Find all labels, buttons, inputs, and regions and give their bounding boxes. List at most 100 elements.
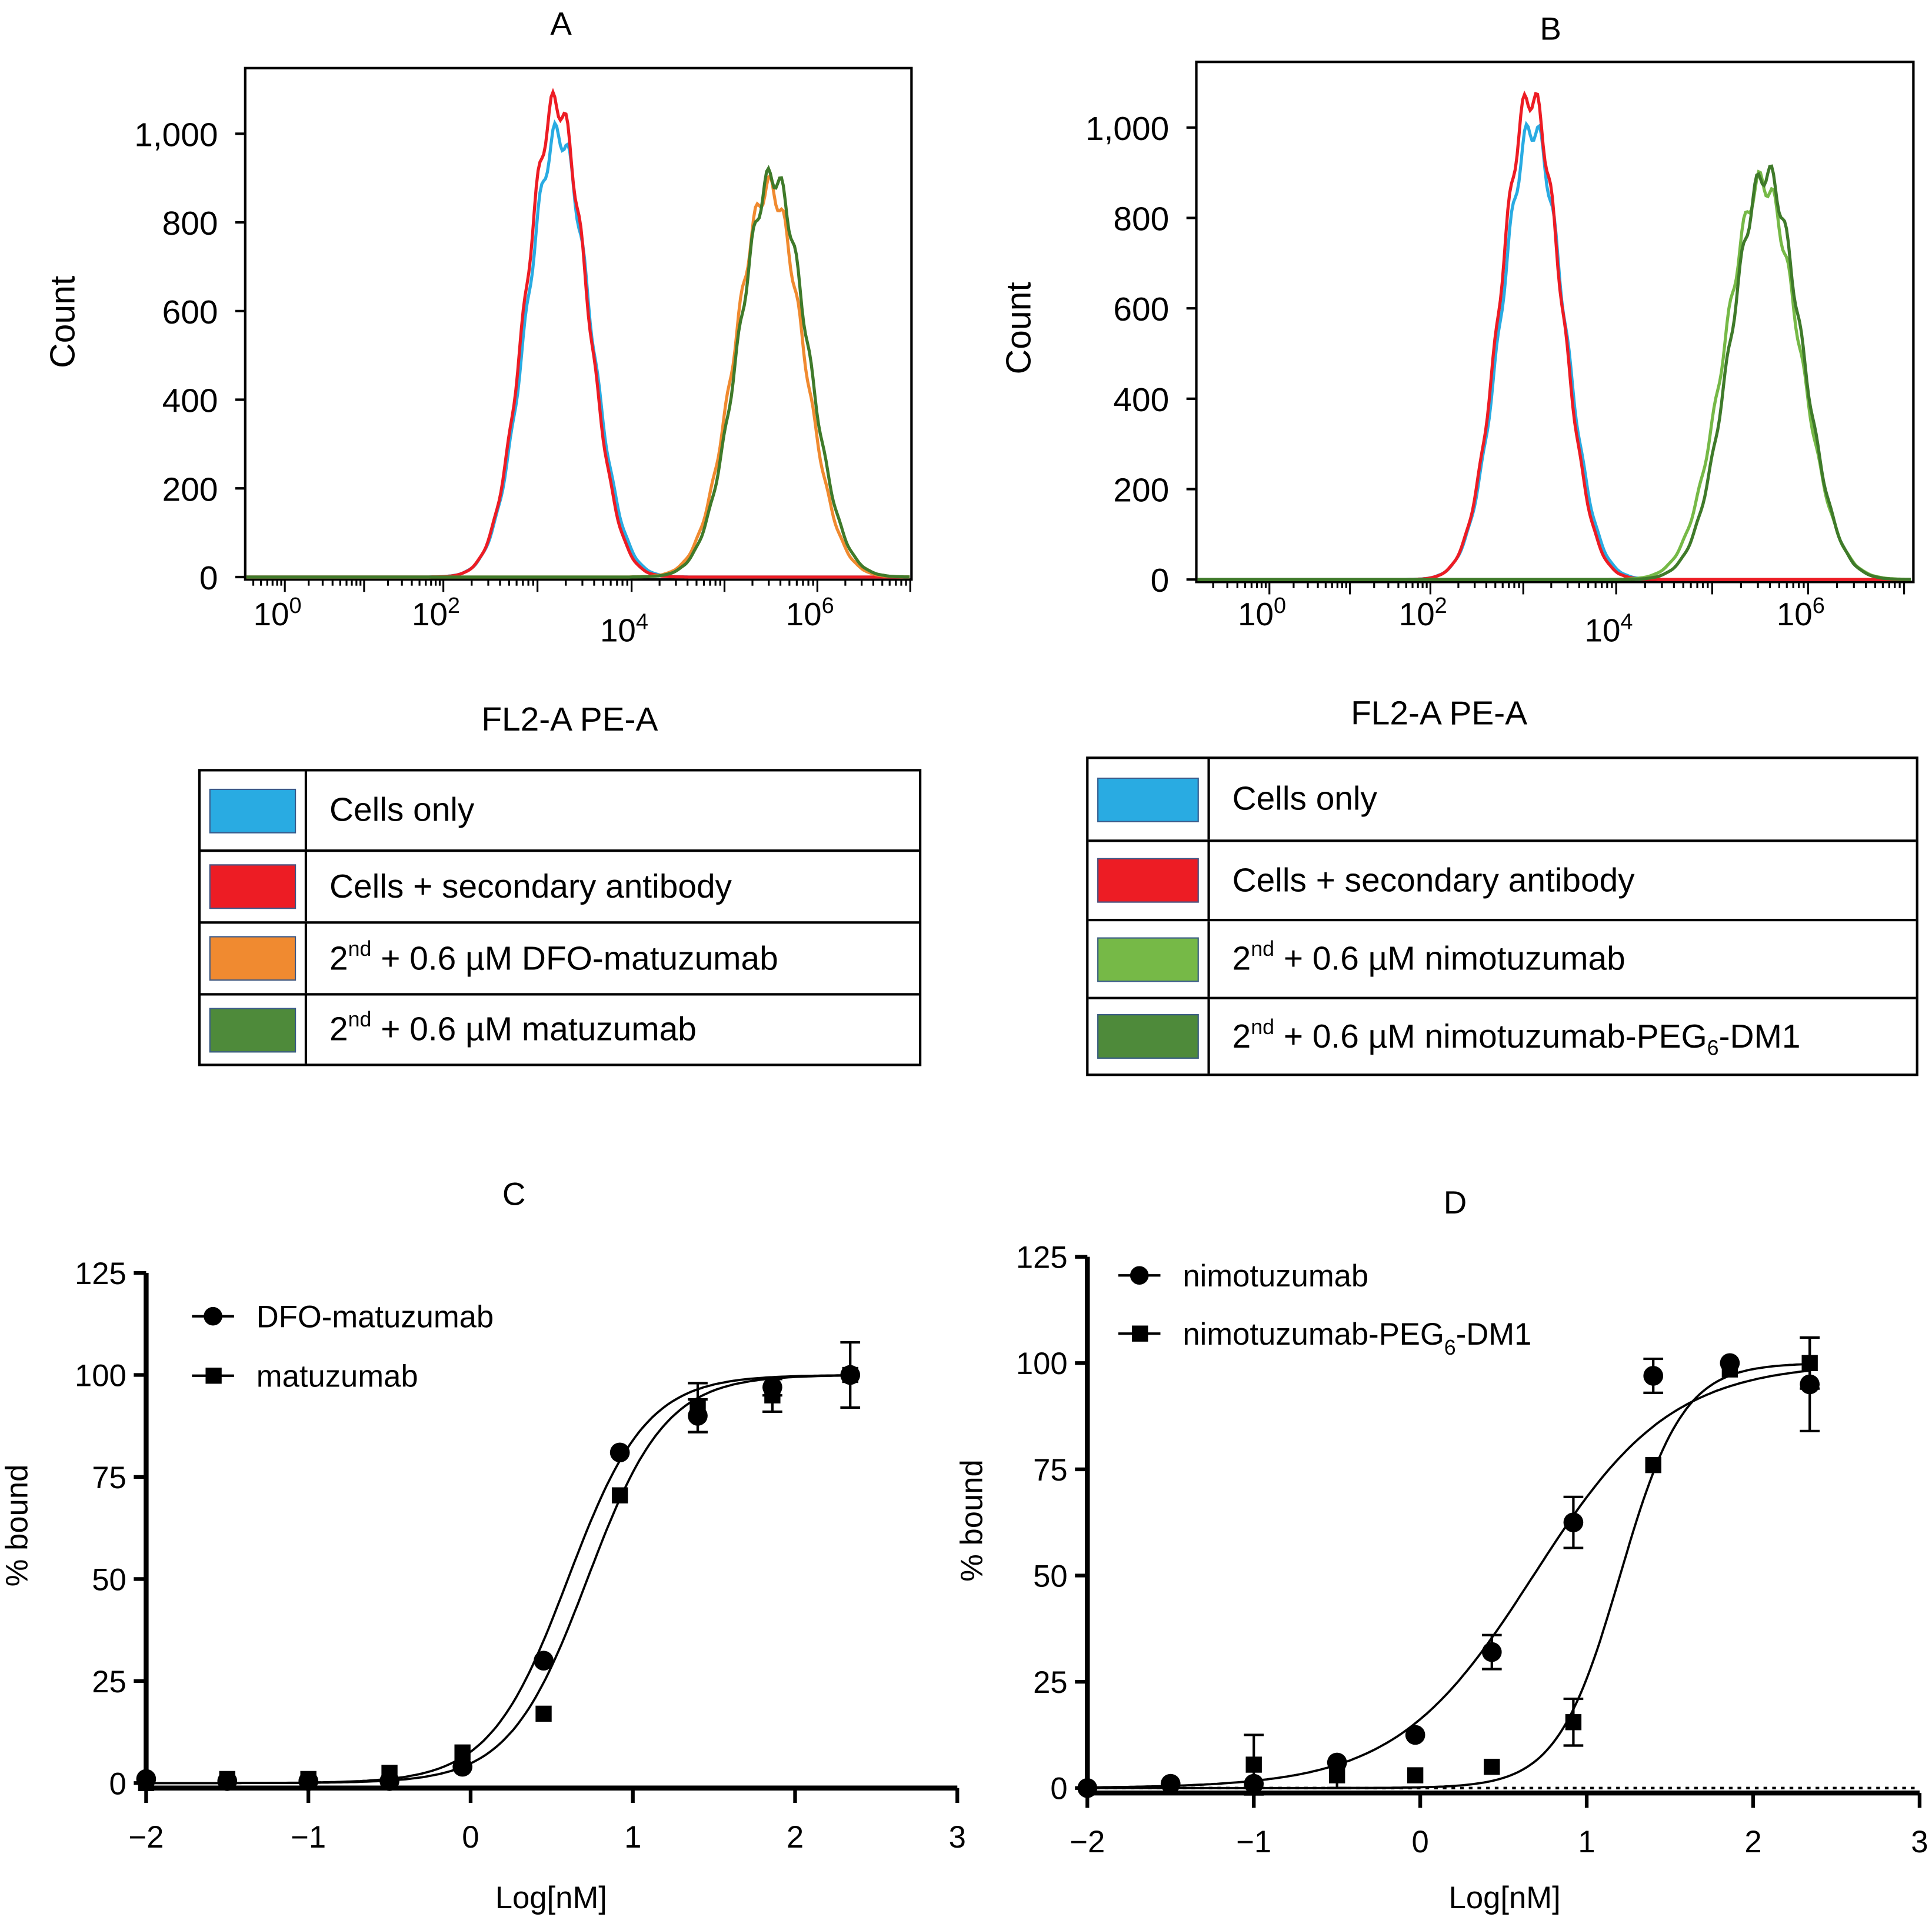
legend-swatch bbox=[1097, 936, 1199, 982]
legend-label-pre: 2 bbox=[329, 1010, 348, 1048]
legend-label: Cells only bbox=[307, 791, 474, 829]
legend-row: Cells + secondary antibody bbox=[1088, 842, 1916, 922]
panel-title: C bbox=[502, 1175, 526, 1212]
fit-curve-dfo-matuzumab bbox=[146, 1374, 851, 1785]
legend-label: Cells + secondary antibody bbox=[307, 868, 732, 906]
legend-label-pre: 2 bbox=[1232, 939, 1251, 977]
data-point-nimotuzumab bbox=[1643, 1366, 1664, 1386]
x-tick-label: 100 bbox=[254, 594, 302, 632]
y-tick-label: 100 bbox=[75, 1358, 126, 1393]
x-tick-label: −1 bbox=[291, 1820, 326, 1855]
x-axis-label: FL2-A PE-A bbox=[481, 701, 658, 738]
legend-row: Cells only bbox=[201, 771, 919, 852]
data-point-dfo-matuzumab bbox=[609, 1442, 630, 1463]
x-tick-label: 106 bbox=[786, 594, 834, 632]
tick-exponent: 0 bbox=[1274, 594, 1286, 618]
x-axis-label: FL2-A PE-A bbox=[1351, 695, 1527, 732]
data-point-matuzumab bbox=[219, 1771, 235, 1788]
legend-table-a: Cells only Cells + secondary antibody 2nd … bbox=[198, 769, 922, 1066]
legend-label-pre: 2 bbox=[1232, 1017, 1251, 1055]
tick-exponent: 4 bbox=[636, 609, 648, 634]
legend-label-pre: 2 bbox=[329, 939, 348, 976]
data-point-nimotuzumab-peg6-dm1 bbox=[1407, 1767, 1424, 1783]
data-point-matuzumab bbox=[764, 1387, 781, 1403]
panel-title: A bbox=[550, 5, 572, 42]
legend-label-text: Cells only bbox=[329, 791, 475, 829]
legend-swatch bbox=[1097, 858, 1199, 903]
x-tick-label: 2 bbox=[1744, 1825, 1761, 1859]
legend-swatch bbox=[1097, 776, 1199, 822]
panel-title: B bbox=[1540, 10, 1561, 46]
data-point-matuzumab bbox=[535, 1705, 552, 1722]
y-tick-label: 400 bbox=[1113, 382, 1169, 419]
y-axis-label: % bound bbox=[0, 1465, 34, 1587]
legend-label: 2nd + 0.6 µM matuzumab bbox=[307, 1009, 697, 1049]
legend-row: 2nd + 0.6 µM matuzumab bbox=[201, 995, 919, 1064]
x-tick-label: 0 bbox=[1411, 1825, 1428, 1859]
tick-exponent: 4 bbox=[1620, 609, 1633, 634]
x-tick-label: 3 bbox=[949, 1820, 966, 1855]
legend-row: 2nd + 0.6 µM nimotuzumab bbox=[1088, 921, 1916, 999]
y-tick-label: 75 bbox=[92, 1461, 126, 1495]
legend-swatch-cell bbox=[201, 852, 308, 922]
x-tick-label: 102 bbox=[1399, 594, 1447, 632]
legend-swatch bbox=[209, 788, 297, 833]
fit-curve-matuzumab bbox=[146, 1374, 851, 1785]
legend-swatch bbox=[209, 1007, 297, 1052]
y-tick-label: 800 bbox=[162, 205, 218, 242]
y-tick-label: 0 bbox=[199, 560, 218, 597]
legend-row: 2nd + 0.6 µM nimotuzumab-PEG6-DM1 bbox=[1088, 999, 1916, 1074]
data-point-nimotuzumab-peg6-dm1 bbox=[1328, 1767, 1345, 1783]
legend-label-text: Cells only bbox=[1232, 780, 1377, 818]
y-tick-label: 800 bbox=[1113, 201, 1169, 238]
tick-exponent: 2 bbox=[1435, 594, 1447, 618]
legend-marker-circle bbox=[1130, 1266, 1149, 1285]
data-point-matuzumab bbox=[381, 1765, 398, 1781]
legend-label-label_post: -DM1 bbox=[1456, 1317, 1532, 1352]
data-point-nimotuzumab-peg6-dm1 bbox=[1645, 1457, 1661, 1473]
legend-marker-square bbox=[1132, 1325, 1148, 1342]
legend-label: nimotuzumab-PEG6-DM1 bbox=[1182, 1317, 1531, 1359]
x-axis-label: Log[nM] bbox=[1449, 1881, 1561, 1915]
y-tick-label: 50 bbox=[1033, 1559, 1068, 1593]
legend-label-post: -DM1 bbox=[1718, 1017, 1801, 1055]
tick-exponent: 6 bbox=[1813, 594, 1825, 618]
legend-swatch-cell bbox=[1088, 921, 1210, 997]
y-tick-label: 125 bbox=[1016, 1241, 1068, 1275]
tick-exponent: 2 bbox=[448, 594, 460, 618]
legend-label-label_sub: 6 bbox=[1444, 1336, 1456, 1359]
legend-label-sup: nd bbox=[348, 936, 372, 961]
data-point-nimotuzumab bbox=[1160, 1773, 1181, 1794]
x-tick-label: 3 bbox=[1911, 1825, 1928, 1859]
legend-label-text: + 0.6 µM DFO-matuzumab bbox=[371, 939, 778, 976]
legend-label-text: + 0.6 µM nimotuzumab bbox=[1274, 939, 1625, 977]
data-point-nimotuzumab-peg6-dm1 bbox=[1565, 1714, 1582, 1731]
tick-base: 10 bbox=[1238, 596, 1274, 632]
data-point-nimotuzumab-peg6-dm1 bbox=[1721, 1361, 1738, 1378]
data-point-nimotuzumab bbox=[1481, 1642, 1502, 1662]
legend-swatch-cell bbox=[201, 771, 308, 850]
tick-exponent: 0 bbox=[289, 594, 301, 618]
x-tick-label: 1 bbox=[1578, 1825, 1595, 1859]
x-tick-label: 100 bbox=[1238, 594, 1286, 632]
data-point-nimotuzumab-peg6-dm1 bbox=[1801, 1355, 1818, 1371]
x-tick-label: 0 bbox=[462, 1820, 479, 1855]
legend-marker-square bbox=[205, 1368, 222, 1384]
legend-table-b: Cells only Cells + secondary antibody 2nd … bbox=[1086, 756, 1918, 1076]
y-tick-label: 400 bbox=[162, 383, 218, 420]
data-point-nimotuzumab-peg6-dm1 bbox=[1245, 1756, 1262, 1773]
histogram-series-2nd-0-6-m-nimotuzumab-peg6-dm1 bbox=[1197, 164, 1911, 581]
legend-swatch bbox=[209, 936, 297, 981]
histogram-series-cells-secondary-antibody bbox=[246, 88, 910, 579]
y-tick-label: 0 bbox=[109, 1766, 126, 1801]
y-tick-label: 200 bbox=[162, 471, 218, 508]
data-point-matuzumab bbox=[138, 1775, 155, 1792]
legend-label: nimotuzumab bbox=[1182, 1259, 1368, 1293]
tick-base: 10 bbox=[1777, 596, 1813, 632]
legend-row: Cells only bbox=[1088, 759, 1916, 842]
legend-label: 2nd + 0.6 µM nimotuzumab bbox=[1210, 939, 1625, 978]
